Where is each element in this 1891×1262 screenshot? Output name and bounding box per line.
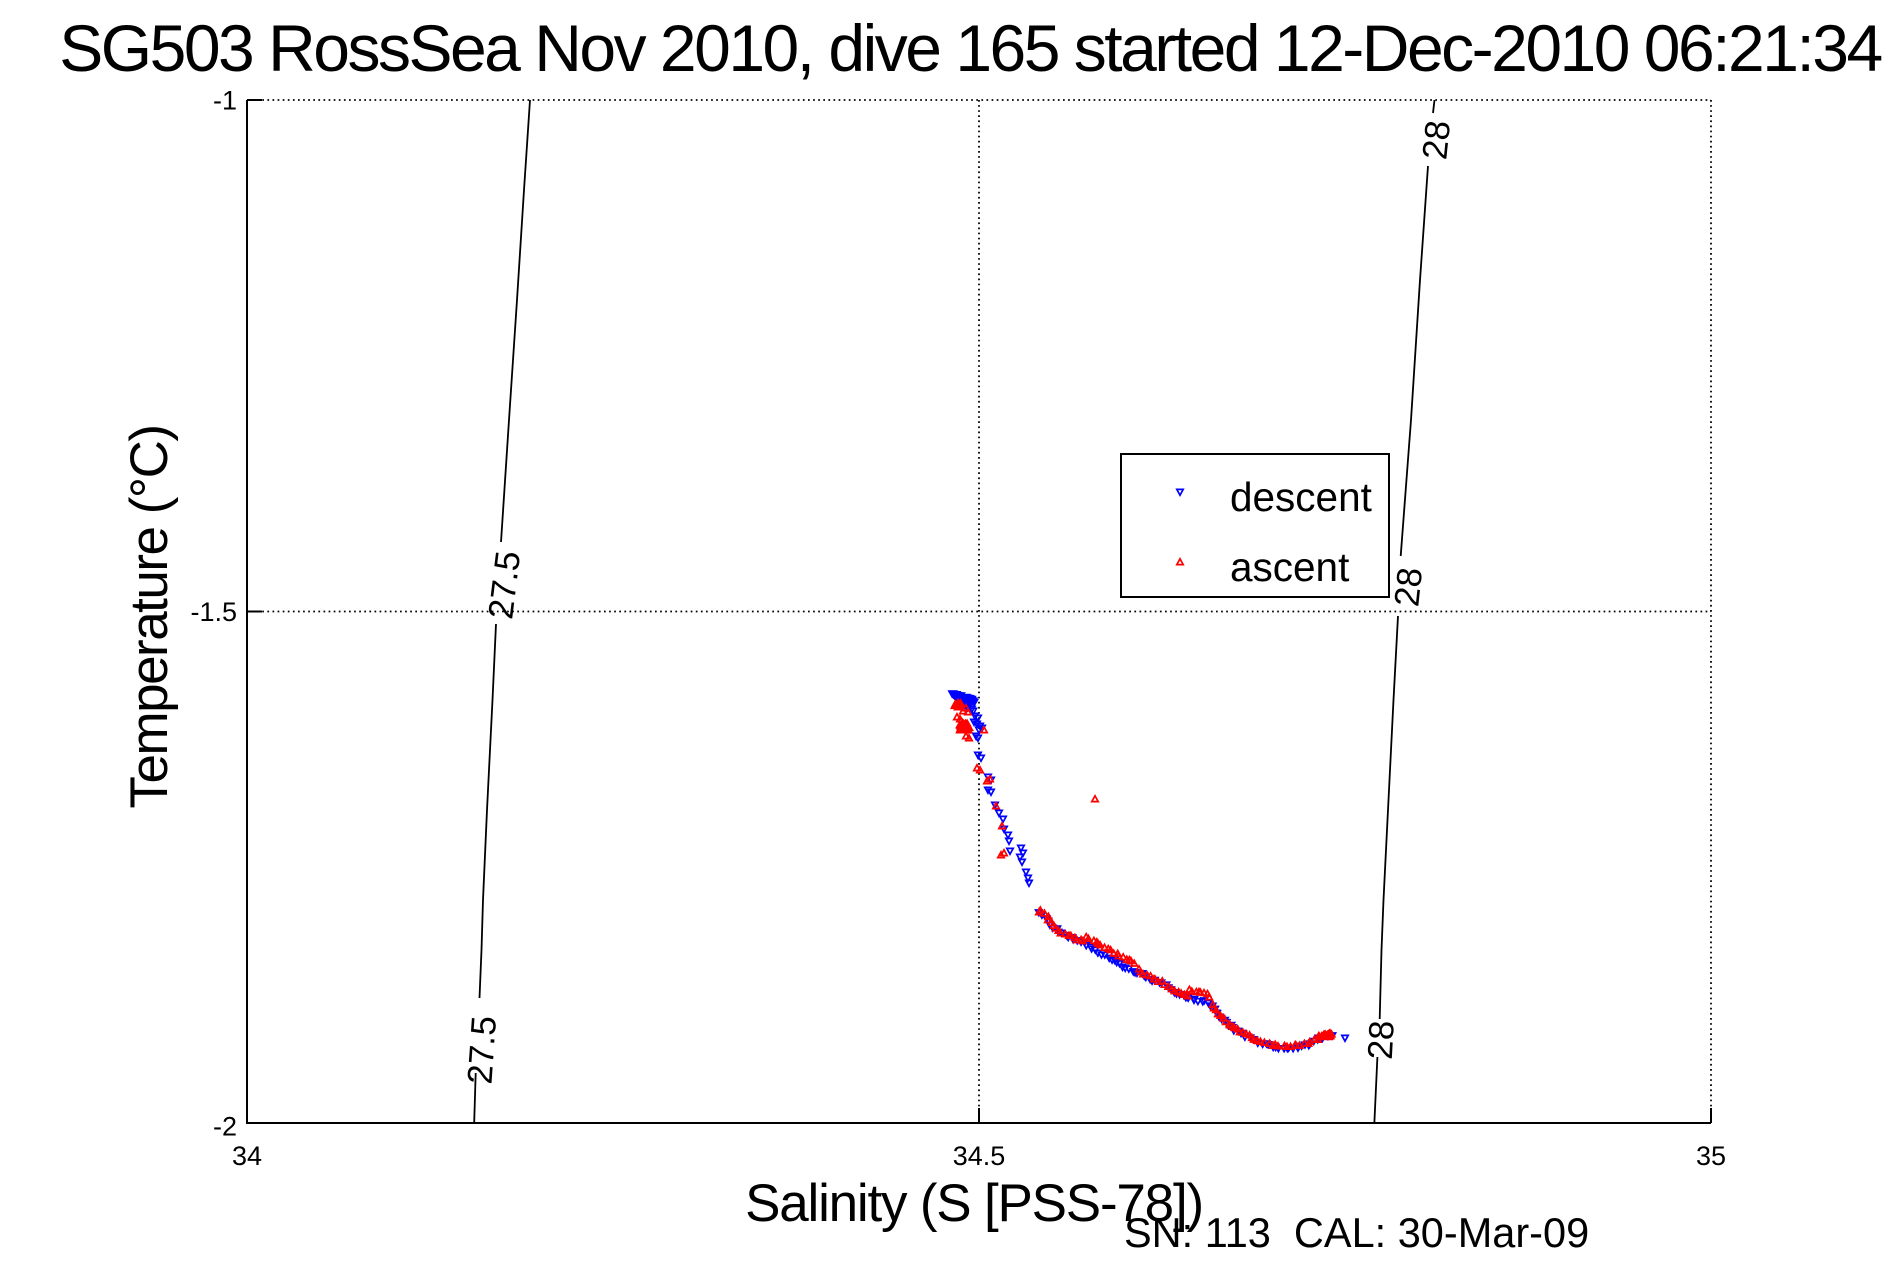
svg-text:28: 28 <box>1387 566 1430 609</box>
svg-text:SN: 113 CAL: 30-Mar-09: SN: 113 CAL: 30-Mar-09 <box>1124 1209 1589 1256</box>
svg-text:-1: -1 <box>213 85 237 115</box>
svg-text:Salinity (S [PSS-78]): Salinity (S [PSS-78]) <box>745 1174 1203 1233</box>
svg-text:27.5: 27.5 <box>481 549 528 621</box>
svg-text:34.5: 34.5 <box>953 1141 1006 1171</box>
svg-text:28: 28 <box>1415 119 1458 162</box>
svg-text:ascent: ascent <box>1230 544 1349 590</box>
svg-text:27.5: 27.5 <box>460 1015 504 1086</box>
svg-text:-2: -2 <box>213 1111 237 1141</box>
svg-text:35: 35 <box>1696 1141 1726 1171</box>
svg-text:descent: descent <box>1230 474 1372 520</box>
svg-text:28: 28 <box>1361 1020 1402 1061</box>
svg-text:34: 34 <box>232 1141 262 1171</box>
svg-text:-1.5: -1.5 <box>190 597 237 627</box>
svg-text:Temperature (°C): Temperature (°C) <box>120 425 179 808</box>
svg-text:SG503 RossSea Nov 2010, dive 1: SG503 RossSea Nov 2010, dive 165 started… <box>59 11 1881 85</box>
